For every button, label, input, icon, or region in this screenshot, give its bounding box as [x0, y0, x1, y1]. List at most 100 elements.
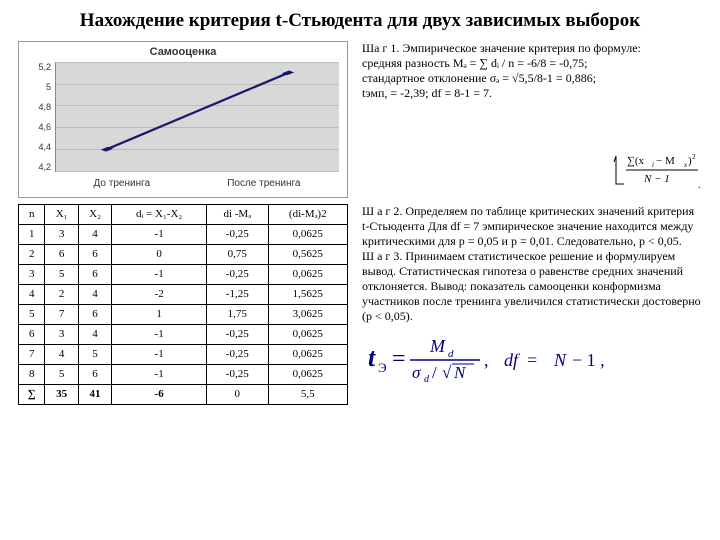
table-cell: 6 [45, 244, 78, 264]
table-cell: 3 [19, 264, 45, 284]
table-header: di -Mₔ [206, 204, 268, 224]
svg-text:− 1 ,: − 1 , [572, 350, 605, 370]
table-row: 634-1-0,250,0625 [19, 324, 348, 344]
svg-text:df: df [504, 350, 521, 370]
chart-plot [55, 62, 339, 172]
table-cell: 0,75 [206, 244, 268, 264]
table-cell: 2 [19, 244, 45, 264]
table-cell: -0,25 [206, 344, 268, 364]
table-cell: -1 [112, 224, 207, 244]
table-cell: 0,0625 [268, 364, 347, 384]
chart: Самооценка 5,254,84,64,44,2 До тренингаП… [18, 41, 348, 198]
step2-text: Ш а г 2. Определяем по таблице критическ… [362, 204, 702, 249]
table-cell: 3,0625 [268, 304, 347, 324]
table-cell: 4 [78, 224, 111, 244]
table-cell: 0,0625 [268, 264, 347, 284]
svg-text:d: d [424, 374, 430, 385]
table-cell: 5 [78, 344, 111, 364]
step1-l4: tэмп, = -2,39; df = 8-1 = 7. [362, 86, 702, 101]
table-cell: -1 [112, 364, 207, 384]
table-row: 856-1-0,250,0625 [19, 364, 348, 384]
ytick-label: 5 [27, 82, 51, 92]
page-title: Нахождение критерия t-Стьюдента для двух… [18, 10, 702, 33]
table-cell: 3 [45, 224, 78, 244]
table-cell: 6 [78, 244, 111, 264]
svg-text:σ: σ [412, 363, 421, 382]
table-row: 745-1-0,250,0625 [19, 344, 348, 364]
ytick-label: 5,2 [27, 62, 51, 72]
table-cell: 1,75 [206, 304, 268, 324]
table-cell: 0 [206, 384, 268, 404]
ytick-label: 4,8 [27, 102, 51, 112]
table-cell: 7 [45, 304, 78, 324]
steps-text: Ш а г 2. Определяем по таблице критическ… [362, 204, 702, 405]
table-cell: -2 [112, 284, 207, 304]
formula: t Э = M d σ d / √ N , df = [362, 332, 702, 387]
table-header: dᵢ = X₁-X₂ [112, 204, 207, 224]
svg-text:N: N [453, 363, 467, 382]
svg-text:=: = [527, 350, 537, 370]
svg-text:√: √ [442, 363, 452, 382]
table-cell: 0,0625 [268, 344, 347, 364]
table-cell: 0,0625 [268, 324, 347, 344]
table-cell: -6 [112, 384, 207, 404]
svg-text:N: N [553, 350, 567, 370]
table-cell: 0,0625 [268, 224, 347, 244]
svg-text:N − 1: N − 1 [643, 173, 670, 185]
table-cell: -0,25 [206, 264, 268, 284]
table-cell: 2 [45, 284, 78, 304]
svg-text:.: . [698, 180, 701, 191]
table-sum-row: ∑3541-605,5 [19, 384, 348, 404]
table-header: X₂ [78, 204, 111, 224]
sigma-formula: ∑(x i − M x ) 2 N − 1 . [612, 148, 702, 196]
table-cell: 3 [45, 324, 78, 344]
table-cell: 1 [112, 304, 207, 324]
table-cell: ∑ [19, 384, 45, 404]
ytick-label: 4,2 [27, 162, 51, 172]
svg-text:∑(x: ∑(x [627, 155, 645, 167]
svg-text:/: / [432, 363, 437, 382]
svg-text:=: = [392, 346, 406, 372]
svg-text:M: M [429, 336, 446, 356]
svg-text:Э: Э [378, 360, 387, 375]
table-cell: 1,5625 [268, 284, 347, 304]
chart-xaxis: До тренингаПосле тренинга [19, 172, 347, 197]
svg-text:d: d [448, 348, 454, 360]
table-cell: 8 [19, 364, 45, 384]
table-cell: 5 [19, 304, 45, 324]
table-header: X₁ [45, 204, 78, 224]
xtick-label: После тренинга [227, 178, 300, 189]
table-cell: 6 [19, 324, 45, 344]
chart-yaxis: 5,254,84,64,44,2 [27, 62, 55, 172]
table-row: 134-1-0,250,0625 [19, 224, 348, 244]
table-header: (di-Mₔ)2 [268, 204, 347, 224]
table-cell: -0,25 [206, 364, 268, 384]
svg-text:,: , [484, 350, 489, 370]
table-cell: 4 [19, 284, 45, 304]
svg-text:i: i [652, 161, 654, 169]
table-cell: -1 [112, 324, 207, 344]
table-cell: 0,5625 [268, 244, 347, 264]
svg-text:− M: − M [656, 155, 675, 167]
table-cell: 6 [78, 264, 111, 284]
data-table: nX₁X₂dᵢ = X₁-X₂di -Mₔ(di-Mₔ)2 134-1-0,25… [18, 204, 348, 405]
table-row: 26600,750,5625 [19, 244, 348, 264]
table-row: 356-1-0,250,0625 [19, 264, 348, 284]
table-cell: 4 [45, 344, 78, 364]
table-cell: 35 [45, 384, 78, 404]
table-cell: -0,25 [206, 324, 268, 344]
table-cell: -1 [112, 264, 207, 284]
step1-l2: средняя разность Mₔ = ∑ dᵢ / n = -6/8 = … [362, 56, 702, 71]
step1-l3: стандартное отклонение σₔ = √5,5/8-1 = 0… [362, 71, 702, 86]
table-header: n [19, 204, 45, 224]
table-row: 57611,753,0625 [19, 304, 348, 324]
table-cell: 4 [78, 324, 111, 344]
step3-text: Ш а г 3. Принимаем статистическое решени… [362, 249, 702, 324]
ytick-label: 4,4 [27, 142, 51, 152]
table-cell: 6 [78, 364, 111, 384]
table-cell: 4 [78, 284, 111, 304]
svg-text:t: t [368, 343, 376, 372]
table-cell: -0,25 [206, 224, 268, 244]
formula-svg: t Э = M d σ d / √ N , df = [362, 332, 622, 387]
chart-title: Самооценка [19, 42, 347, 62]
